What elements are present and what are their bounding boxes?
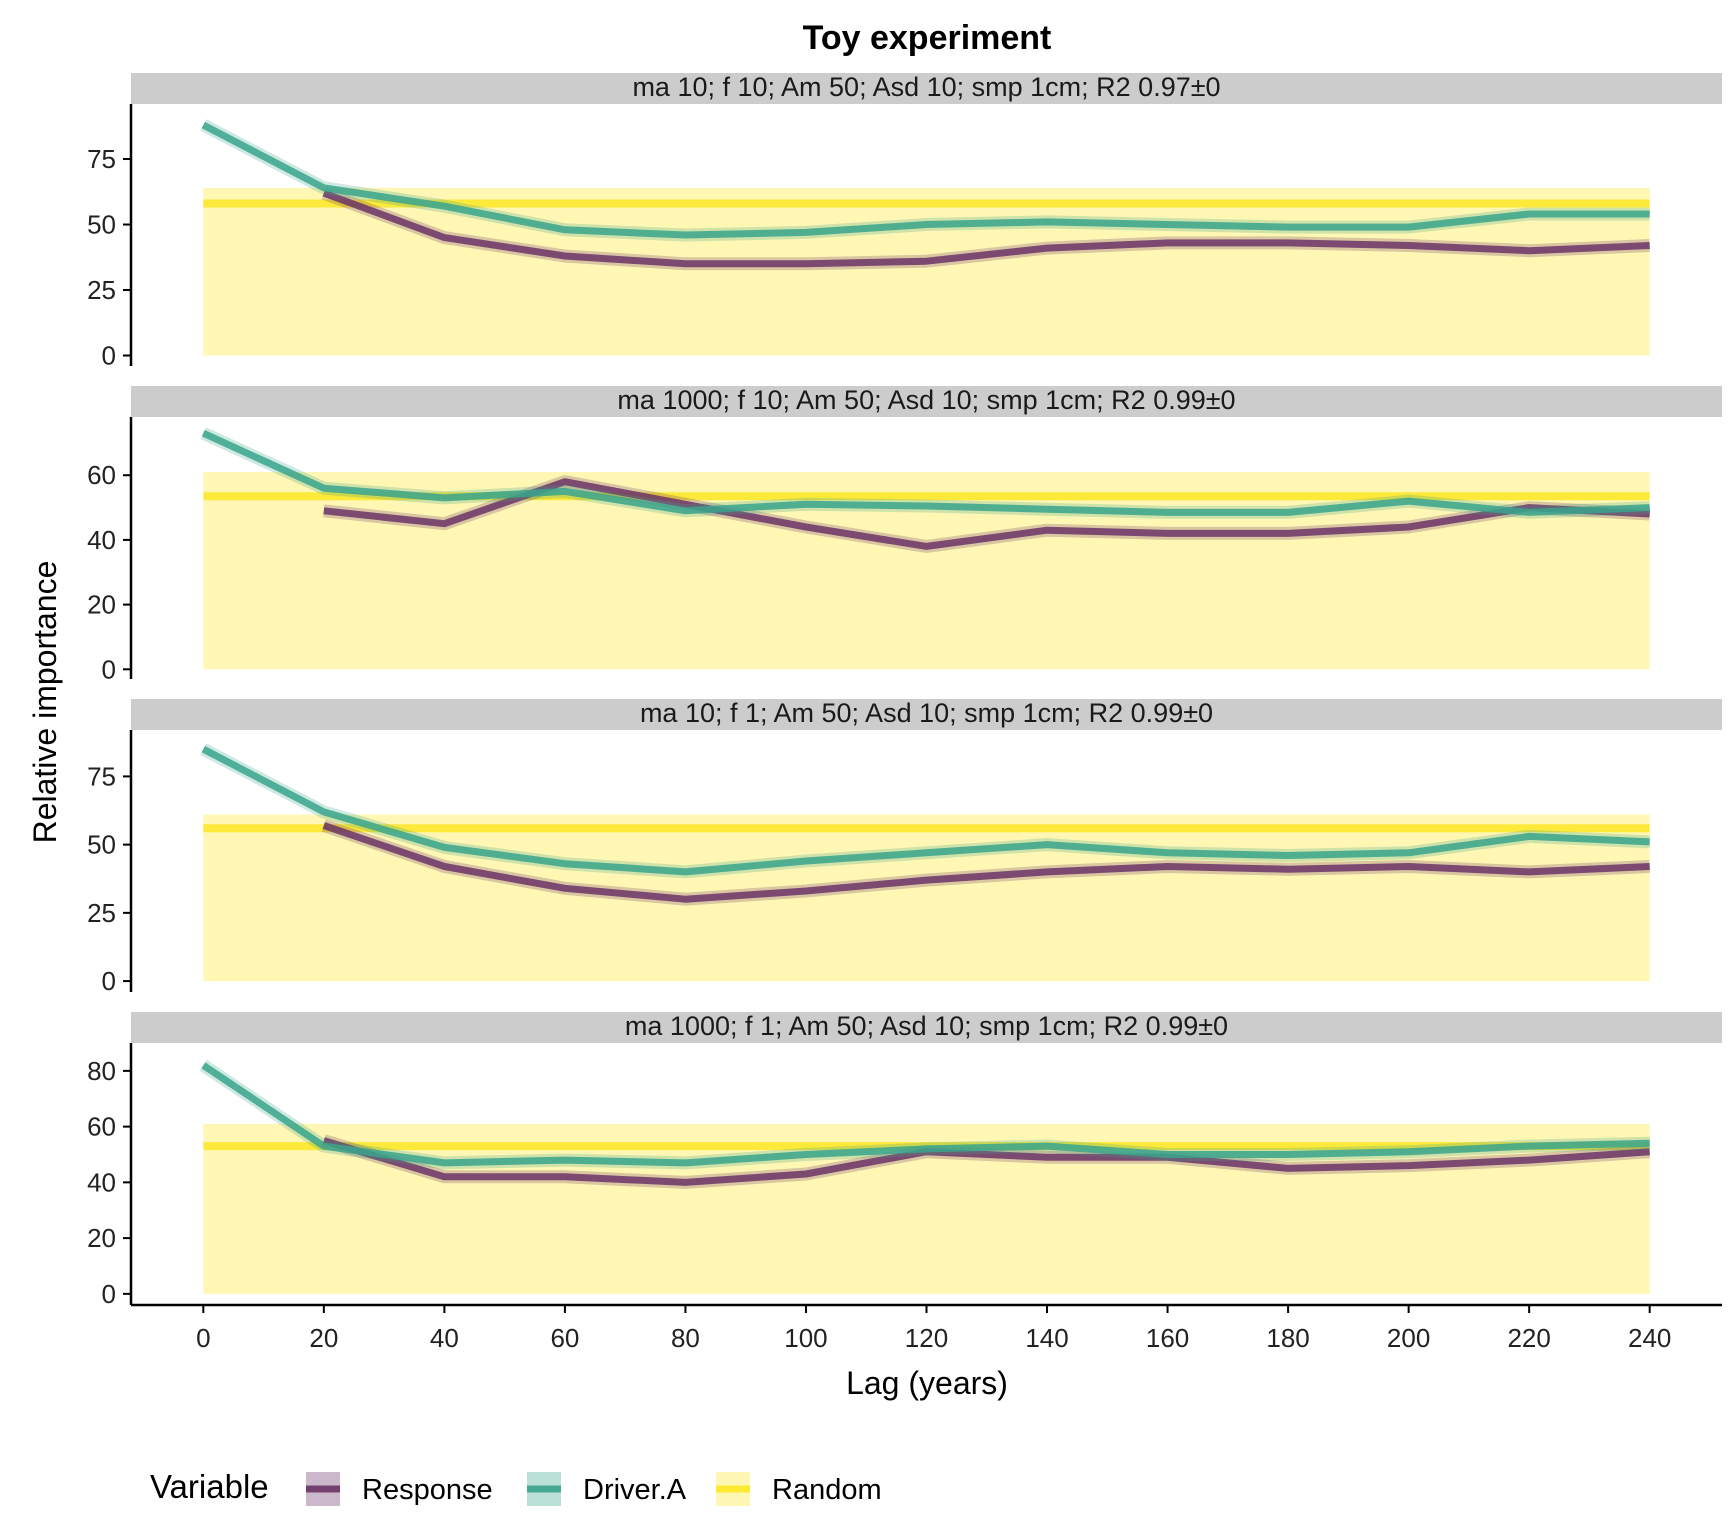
legend-label-driver-a: Driver.A [583,1474,687,1506]
strip-background [131,73,1722,104]
series-line-driver-a [201,745,1650,876]
y-tick-label: 0 [102,341,116,371]
y-tick-label: 80 [87,1056,116,1086]
panels: ma 10; f 10; Am 50; Asd 10; smp 1cm; R2 … [87,72,1722,1353]
series-line-driver-a [201,430,1650,516]
x-tick-label: 100 [784,1323,827,1353]
y-tick-label: 0 [102,966,116,996]
x-tick-label: 200 [1387,1323,1430,1353]
y-tick-label: 25 [87,275,116,305]
y-tick-label: 60 [87,460,116,490]
x-tick-label: 180 [1266,1323,1309,1353]
random-band [203,187,1650,356]
x-tick-label: 20 [309,1323,338,1353]
x-tick-label: 160 [1146,1323,1189,1353]
chart-title: Toy experiment [803,19,1052,57]
strip-background [131,386,1722,417]
panel-strip-label: ma 1000; f 10; Am 50; Asd 10; smp 1cm; R… [617,385,1235,415]
y-tick-label: 0 [102,1279,116,1309]
legend-title: Variable [150,1468,269,1505]
y-tick-label: 40 [87,525,116,555]
legend: Variable Response Driver.A Random [150,1468,882,1506]
y-tick-label: 50 [87,210,116,240]
y-tick-label: 25 [87,898,116,928]
x-tick-label: 80 [671,1323,700,1353]
y-tick-label: 20 [87,1223,116,1253]
y-tick-label: 75 [87,144,116,174]
panel-1: ma 10; f 10; Am 50; Asd 10; smp 1cm; R2 … [87,72,1722,371]
panel-strip-label: ma 1000; f 1; Am 50; Asd 10; smp 1cm; R2… [625,1011,1228,1041]
y-tick-label: 20 [87,590,116,620]
x-tick-label: 220 [1507,1323,1550,1353]
panel-3: ma 10; f 1; Am 50; Asd 10; smp 1cm; R2 0… [87,698,1722,996]
x-tick-label: 40 [430,1323,459,1353]
random-band [203,814,1650,982]
y-tick-label: 0 [102,654,116,684]
y-tick-label: 75 [87,761,116,791]
series-line-driver-a [201,121,1650,239]
strip-background [131,699,1722,730]
series-line-response [322,189,1650,268]
series-line-response [322,822,1650,903]
legend-label-random: Random [772,1474,882,1506]
x-tick-label: 140 [1025,1323,1068,1353]
y-tick-label: 50 [87,830,116,860]
strip-background [131,1012,1722,1043]
y-tick-label: 60 [87,1112,116,1142]
x-axis-label: Lag (years) [846,1365,1008,1401]
x-tick-label: 60 [550,1323,579,1353]
panel-strip-label: ma 10; f 1; Am 50; Asd 10; smp 1cm; R2 0… [640,698,1213,728]
y-axis-label: Relative importance [27,561,63,844]
series-line-response [322,1137,1650,1186]
x-tick-label: 120 [905,1323,948,1353]
legend-label-response: Response [362,1474,493,1506]
y-tick-label: 40 [87,1167,116,1197]
x-tick-label: 0 [196,1323,210,1353]
x-tick-label: 240 [1628,1323,1671,1353]
panel-strip-label: ma 10; f 10; Am 50; Asd 10; smp 1cm; R2 … [632,72,1220,102]
panel-4: ma 1000; f 1; Am 50; Asd 10; smp 1cm; R2… [87,1011,1722,1353]
series-line-response [323,478,1650,550]
panel-2: ma 1000; f 10; Am 50; Asd 10; smp 1cm; R… [87,385,1722,684]
series-line-driver-a [201,1062,1650,1167]
